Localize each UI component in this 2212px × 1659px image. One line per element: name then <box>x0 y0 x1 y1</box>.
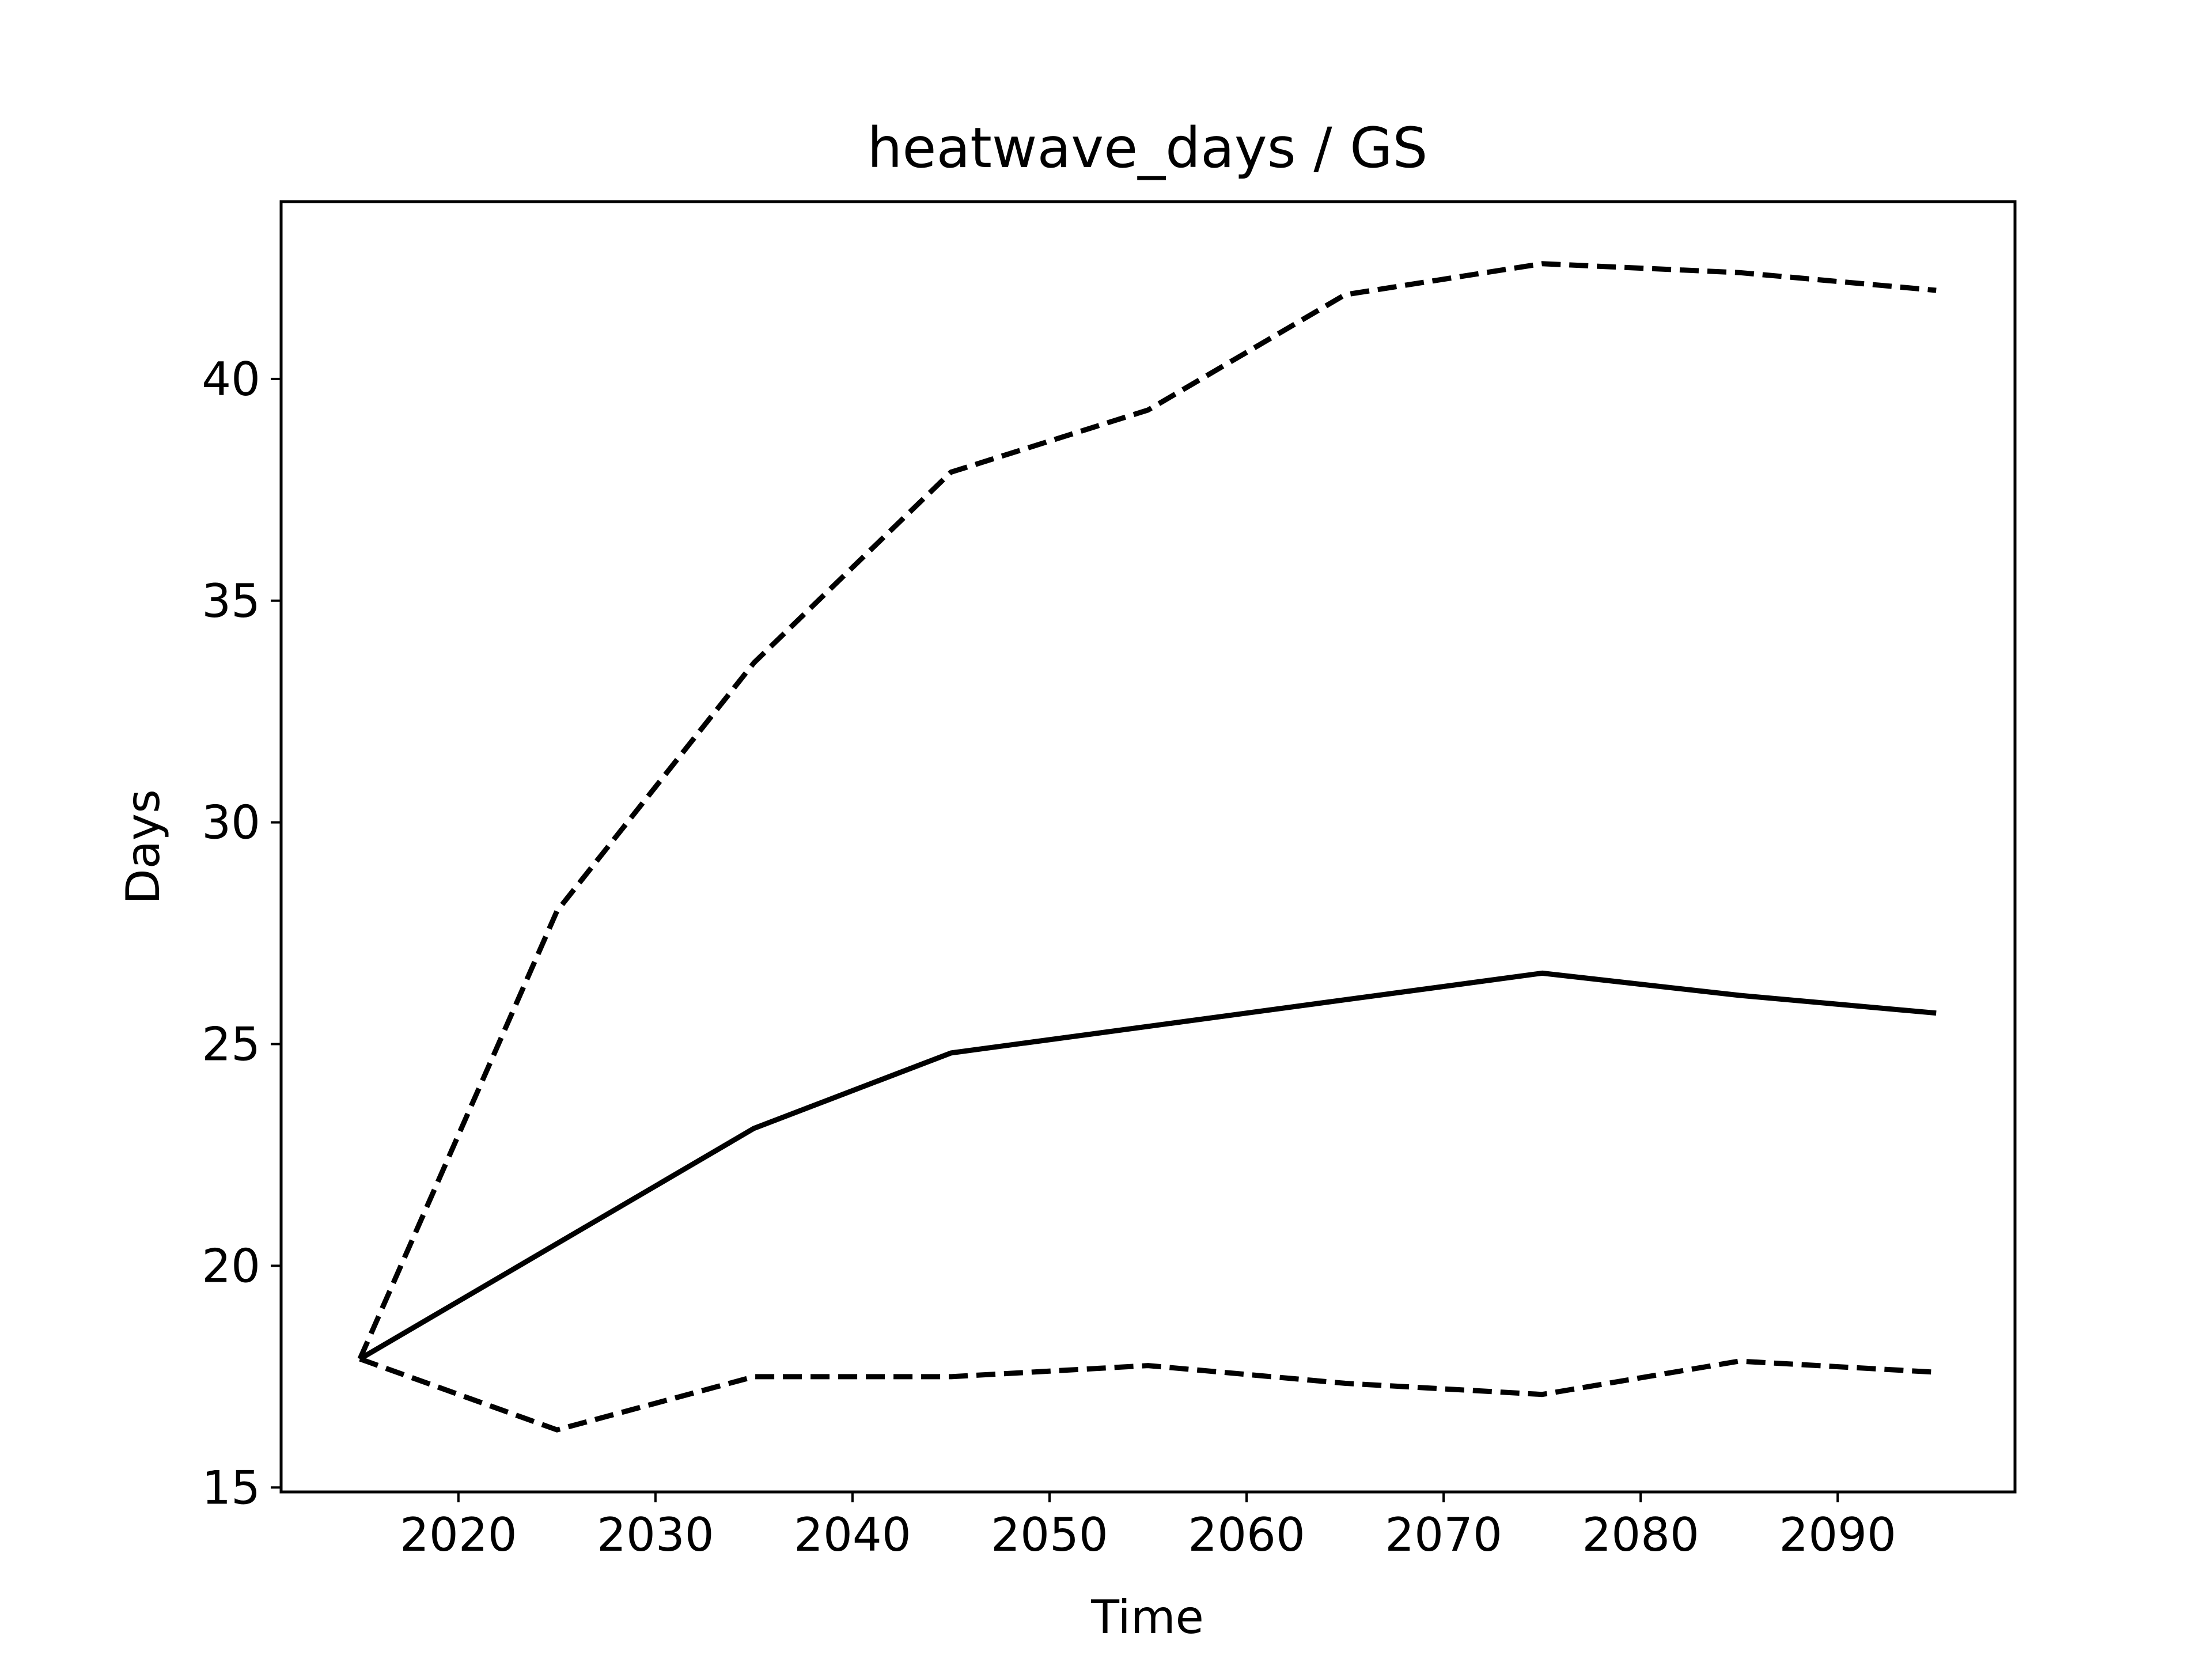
y-tick-label-35: 35 <box>202 574 260 628</box>
x-axis-label: Time <box>1090 1590 1204 1644</box>
plot-lines <box>357 261 1937 1433</box>
x-tick-label-2050: 2050 <box>991 1508 1108 1562</box>
series-line-2-dashed <box>357 261 1937 1360</box>
y-tick-label-20: 20 <box>202 1239 260 1293</box>
x-axis-ticks: 2020 2030 2040 2050 2060 2070 2080 2090 <box>400 1492 1896 1562</box>
y-tick-label-30: 30 <box>202 796 260 850</box>
x-tick-label-2060: 2060 <box>1188 1508 1305 1562</box>
series-line-3-dashed <box>359 1356 1937 1433</box>
x-tick-label-2020: 2020 <box>400 1508 517 1562</box>
y-tick-label-40: 40 <box>202 353 260 406</box>
series-line-1-solid <box>358 970 1937 1361</box>
x-tick-label-2030: 2030 <box>597 1508 714 1562</box>
y-tick-label-25: 25 <box>202 1018 260 1071</box>
y-tick-label-15: 15 <box>202 1461 260 1514</box>
y-axis-ticks: 15 20 25 30 35 40 <box>202 353 281 1514</box>
y-axis-label: Days <box>116 789 170 904</box>
chart-title: heatwave_days / GS <box>868 116 1428 180</box>
x-tick-label-2040: 2040 <box>794 1508 911 1562</box>
x-tick-label-2090: 2090 <box>1779 1508 1896 1562</box>
x-tick-label-2070: 2070 <box>1385 1508 1502 1562</box>
plot-frame <box>279 200 2017 1494</box>
x-tick-label-2080: 2080 <box>1582 1508 1699 1562</box>
